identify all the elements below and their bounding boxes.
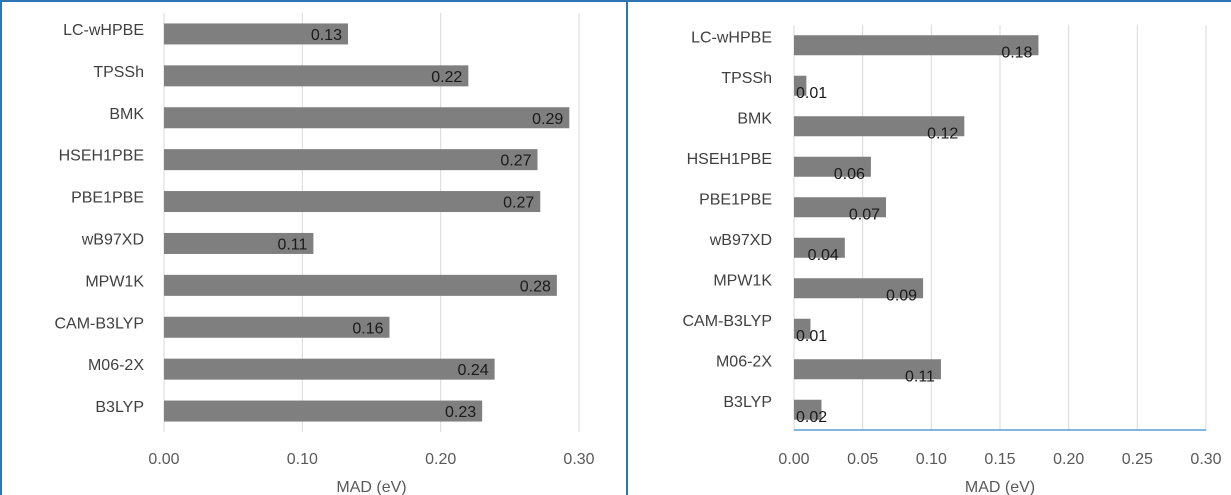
data-label-4: 0.07 xyxy=(849,206,880,223)
category-label-5: wB97XD xyxy=(81,231,144,248)
category-label-7: CAM-B3LYP xyxy=(54,315,144,332)
data-label-4: 0.27 xyxy=(503,195,534,212)
x-tick-label-2: 0.10 xyxy=(916,451,947,468)
bar-6 xyxy=(164,274,557,296)
category-label-0: LC-wHPBE xyxy=(63,22,144,39)
bar-2 xyxy=(794,116,965,137)
category-label-9: B3LYP xyxy=(723,394,772,411)
category-label-1: TPSSh xyxy=(93,64,144,81)
category-label-8: M06-2X xyxy=(88,357,144,374)
data-label-9: 0.23 xyxy=(445,404,476,421)
bar-0 xyxy=(164,23,348,45)
x-tick-label-0: 0.00 xyxy=(778,451,809,468)
bar-5 xyxy=(164,232,314,254)
category-label-5: wB97XD xyxy=(709,232,772,249)
data-label-2: 0.29 xyxy=(532,111,563,128)
data-label-8: 0.11 xyxy=(905,368,935,385)
data-label-6: 0.09 xyxy=(886,287,917,304)
data-label-1: 0.01 xyxy=(796,85,827,102)
data-label-7: 0.16 xyxy=(352,320,383,337)
bar-8 xyxy=(794,359,941,380)
data-label-0: 0.18 xyxy=(1001,44,1032,61)
category-label-4: PBE1PBE xyxy=(71,190,144,207)
bar-8 xyxy=(164,358,495,380)
bar-1 xyxy=(794,75,807,96)
x-tick-label-4: 0.20 xyxy=(1053,451,1084,468)
data-label-6: 0.28 xyxy=(520,278,551,295)
data-label-3: 0.06 xyxy=(834,166,865,183)
bar-3 xyxy=(794,156,871,177)
bar-6 xyxy=(794,278,924,299)
bar-1 xyxy=(164,65,469,87)
bar-4 xyxy=(794,197,887,218)
x-tick-label-5: 0.25 xyxy=(1122,451,1153,468)
bar-7 xyxy=(164,316,390,338)
category-label-1: TPSSh xyxy=(721,70,772,87)
bar-2 xyxy=(164,107,570,129)
right-chart-panel: 0.00 0.05 0.10 0.15 0.20 0.25 0.30 LC-wHPBE 0.18… xyxy=(626,0,1231,495)
right-bar-chart: 0.00 0.05 0.10 0.15 0.20 0.25 0.30 LC-wHPBE 0.18… xyxy=(682,25,1222,495)
category-label-2: BMK xyxy=(737,110,772,127)
bar-9 xyxy=(164,400,483,422)
category-label-4: PBE1PBE xyxy=(699,191,772,208)
category-label-6: MPW1K xyxy=(713,272,772,289)
x-tick-label-2: 0.20 xyxy=(425,451,456,468)
category-label-8: M06-2X xyxy=(716,353,772,370)
category-label-3: HSEH1PBE xyxy=(687,151,772,168)
bar-0 xyxy=(794,35,1039,56)
data-label-2: 0.12 xyxy=(927,125,958,142)
data-label-5: 0.11 xyxy=(277,236,307,253)
x-axis-title: MAD (eV) xyxy=(336,479,406,495)
left-bar-chart: 0.00 0.10 0.20 0.30 LC-wHPBE 0.13 TPSSh 0.22 BMK… xyxy=(54,13,595,495)
data-label-8: 0.24 xyxy=(457,362,488,379)
x-tick-label-3: 0.30 xyxy=(563,451,594,468)
category-label-0: LC-wHPBE xyxy=(691,29,772,46)
bar-9 xyxy=(794,399,822,420)
bar-7 xyxy=(794,318,811,339)
bar-5 xyxy=(794,237,845,258)
data-label-5: 0.04 xyxy=(808,247,839,264)
bar-3 xyxy=(164,149,538,171)
x-tick-label-0: 0.00 xyxy=(148,451,179,468)
category-label-9: B3LYP xyxy=(95,399,144,416)
x-tick-label-6: 0.30 xyxy=(1190,451,1221,468)
data-label-7: 0.01 xyxy=(796,328,827,345)
data-label-1: 0.22 xyxy=(431,69,462,86)
left-chart-panel: 0.00 0.10 0.20 0.30 LC-wHPBE 0.13 TPSSh 0.22 BMK… xyxy=(0,0,626,495)
data-label-9: 0.02 xyxy=(796,409,827,426)
bar-4 xyxy=(164,191,541,213)
category-label-7: CAM-B3LYP xyxy=(682,313,772,330)
category-label-3: HSEH1PBE xyxy=(59,148,144,165)
x-tick-label-3: 0.15 xyxy=(984,451,1015,468)
x-tick-label-1: 0.05 xyxy=(847,451,878,468)
data-label-0: 0.13 xyxy=(311,27,342,44)
x-axis-title: MAD (eV) xyxy=(965,479,1035,495)
x-tick-label-1: 0.10 xyxy=(287,451,318,468)
data-label-3: 0.27 xyxy=(500,153,531,170)
category-label-2: BMK xyxy=(109,106,144,123)
category-label-6: MPW1K xyxy=(85,273,144,290)
